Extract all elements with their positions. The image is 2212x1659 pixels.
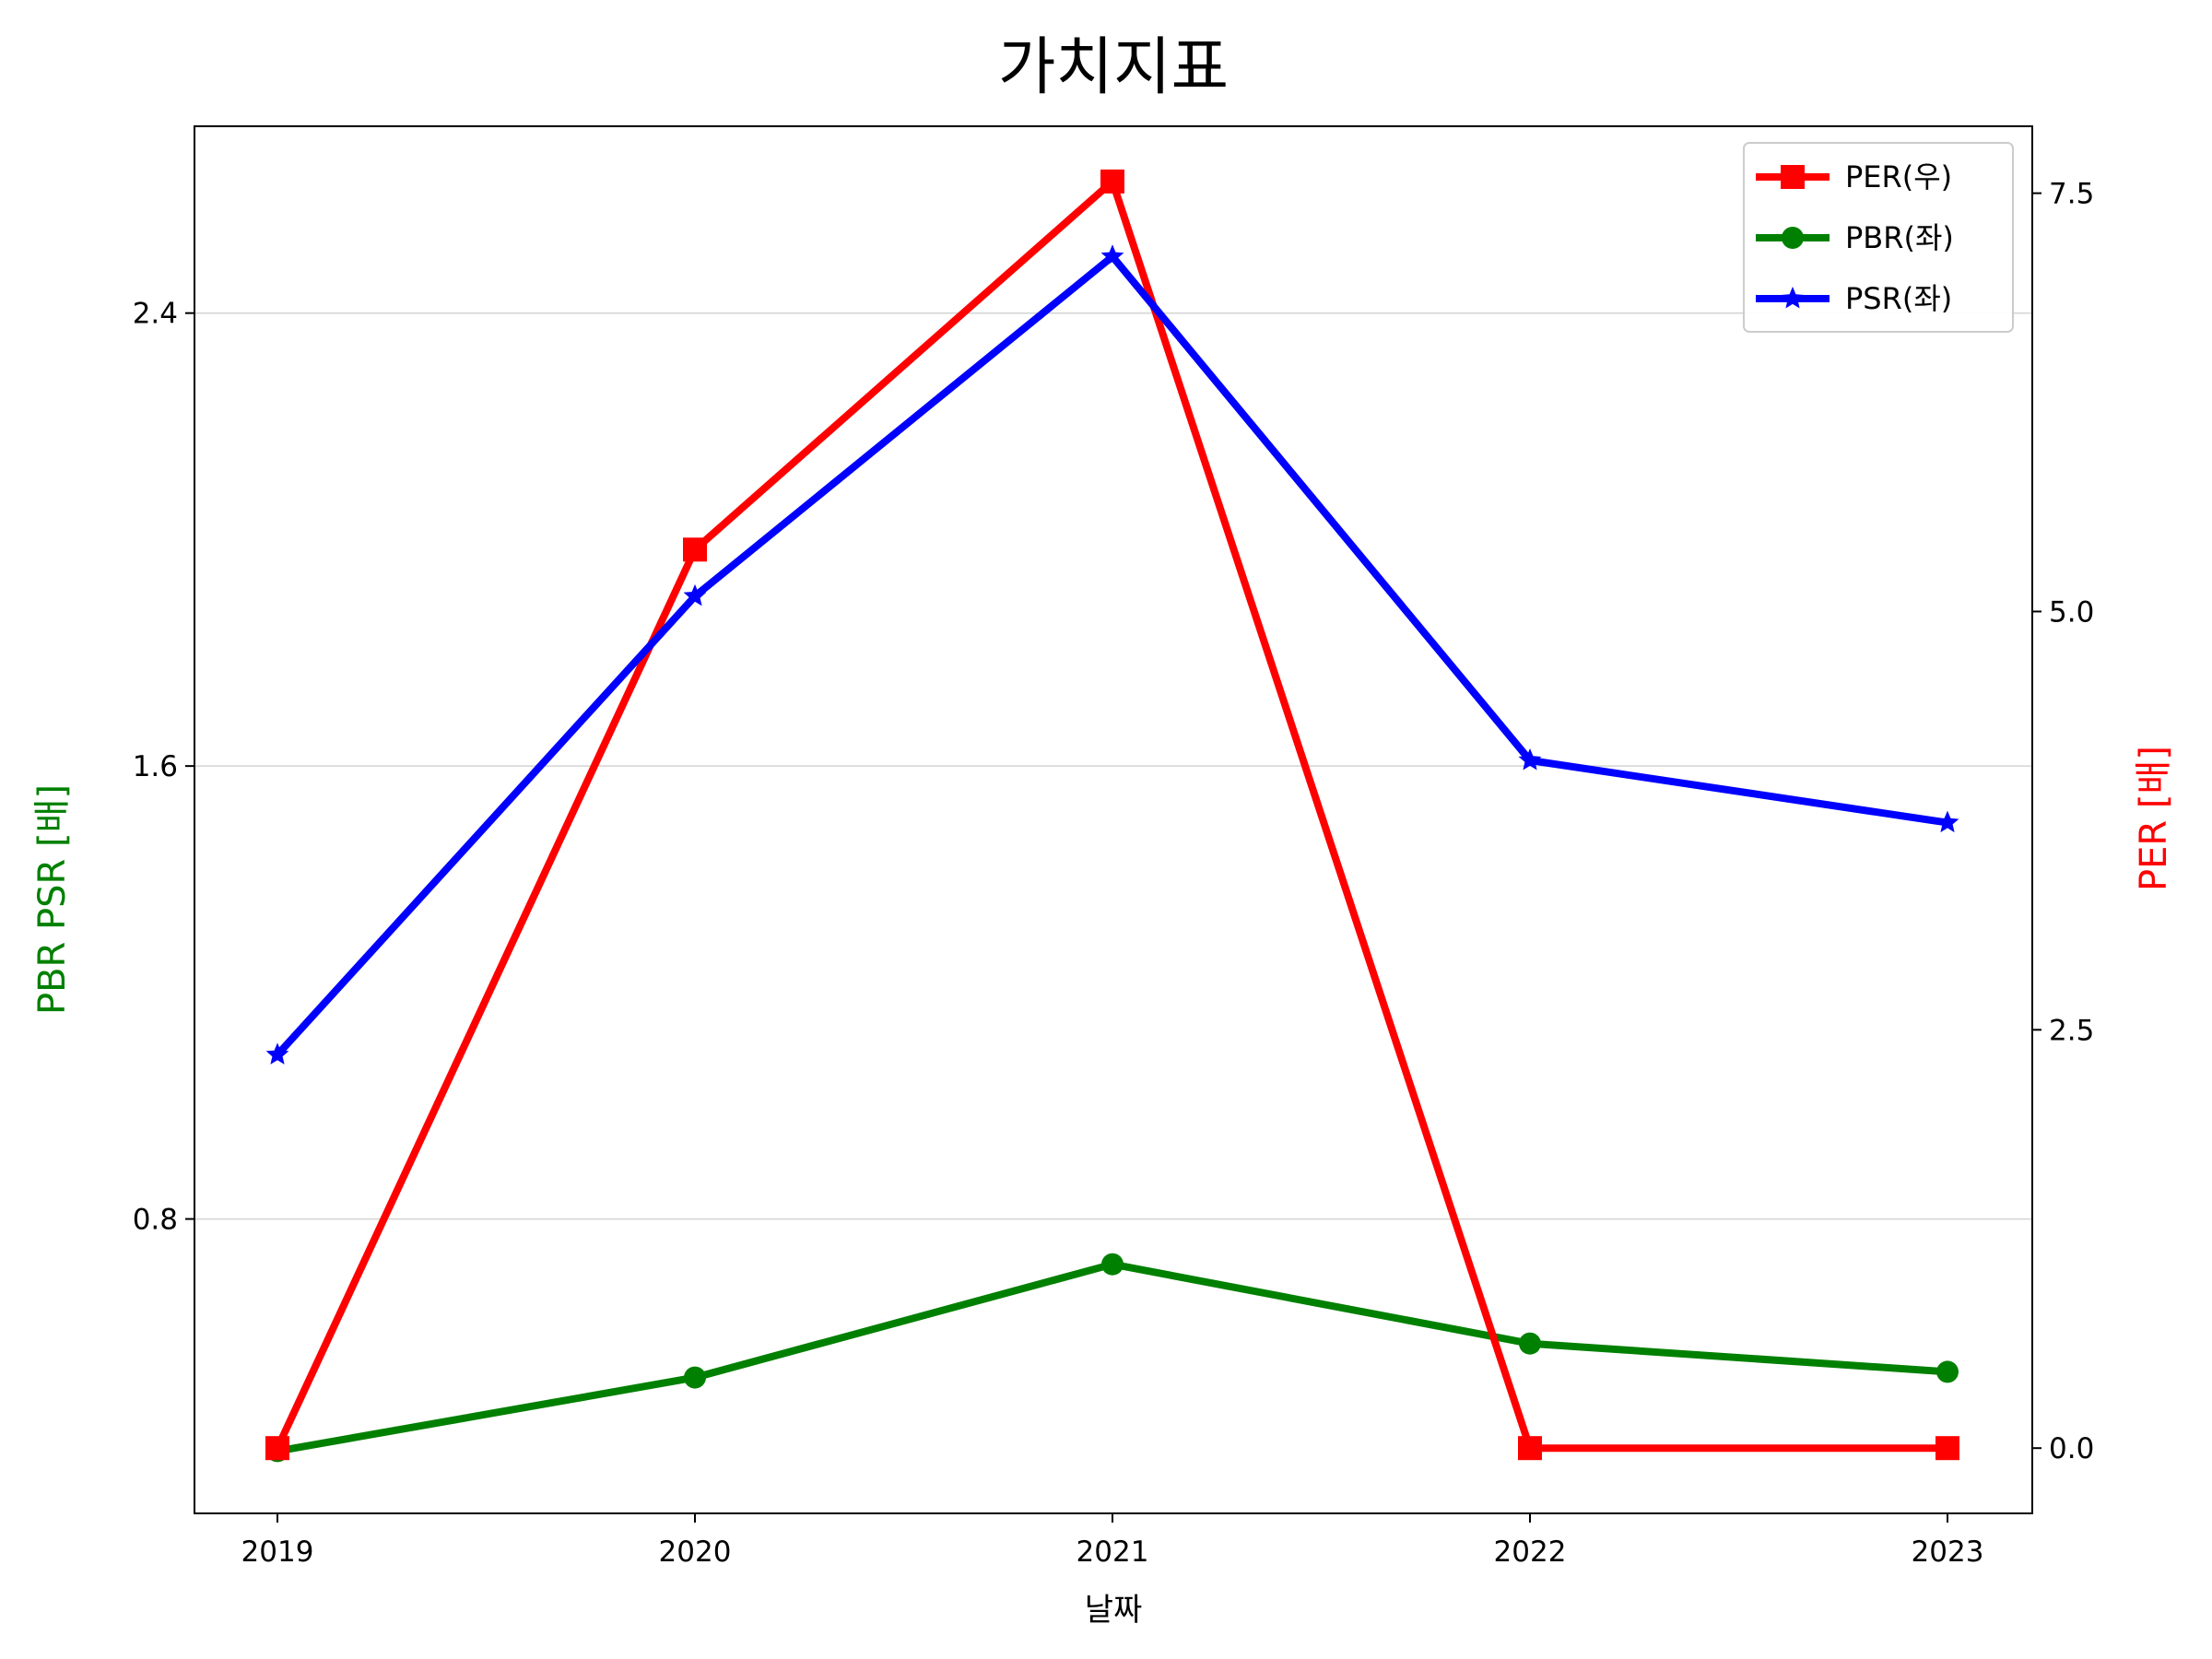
x-tick-label-4: 2023: [1912, 1535, 1984, 1569]
y-axis-left: 0.8 1.6 2.4: [133, 298, 194, 1237]
y-axis-left-label: PBR PSR [배]: [31, 784, 74, 1015]
series-per-point-2: [1100, 169, 1124, 194]
series-per-point-1: [683, 537, 707, 562]
series-per-point-3: [1518, 1436, 1542, 1461]
x-tick-label-1: 2020: [659, 1535, 732, 1569]
chart-title: 가치지표: [998, 31, 1229, 104]
series-psr-point-1: [683, 583, 707, 606]
series-psr-point-0: [265, 1042, 289, 1065]
series-per: [265, 169, 1959, 1461]
y-right-tick-label-3: 7.5: [2049, 178, 2094, 211]
x-tick-label-3: 2022: [1494, 1535, 1567, 1569]
y-right-tick-label-0: 0.0: [2049, 1432, 2094, 1465]
series-psr-point-2: [1100, 244, 1124, 266]
legend-label-psr: PSR(좌): [1845, 281, 1952, 316]
series-pbr-point-2: [1101, 1253, 1124, 1276]
y-right-tick-label-2: 5.0: [2049, 595, 2094, 629]
legend-box: [1743, 142, 2014, 333]
legend-marker-psr: [1781, 287, 1805, 309]
legend-label-pbr: PBR(좌): [1845, 220, 1954, 255]
x-axis: 2019 2020 2021 2022 2023: [241, 1513, 1984, 1569]
y-left-tick-label-2: 2.4: [133, 298, 178, 331]
gridlines: [194, 312, 2032, 1220]
y-left-tick-label-1: 1.6: [133, 750, 178, 783]
y-axis-right-label: PER [배]: [2133, 746, 2175, 891]
x-tick-label-0: 2019: [241, 1535, 314, 1569]
series-pbr-point-1: [684, 1366, 706, 1389]
series-pbr: [266, 1253, 1959, 1463]
x-axis-label: 날짜: [1085, 1592, 1143, 1629]
y-right-tick-label-1: 2.5: [2049, 1014, 2094, 1047]
legend: PER(우) PBR(좌) PSR(좌): [1743, 142, 2014, 333]
legend-label-per: PER(우): [1845, 159, 1952, 194]
series-per-point-4: [1936, 1436, 1959, 1461]
series-psr-point-4: [1936, 810, 1959, 833]
series-pbr-point-3: [1519, 1332, 1541, 1355]
series-layer: [265, 169, 1959, 1463]
y-axis-right: 0.0 2.5 5.0 7.5: [2032, 178, 2094, 1465]
legend-marker-per: [1781, 165, 1805, 189]
series-psr: [265, 244, 1959, 1065]
y-left-tick-label-0: 0.8: [133, 1204, 178, 1237]
series-per-point-0: [265, 1436, 289, 1461]
series-pbr-point-4: [1936, 1360, 1959, 1383]
x-tick-label-2: 2021: [1077, 1535, 1149, 1569]
series-psr-point-3: [1518, 748, 1542, 771]
legend-marker-pbr: [1782, 227, 1804, 249]
